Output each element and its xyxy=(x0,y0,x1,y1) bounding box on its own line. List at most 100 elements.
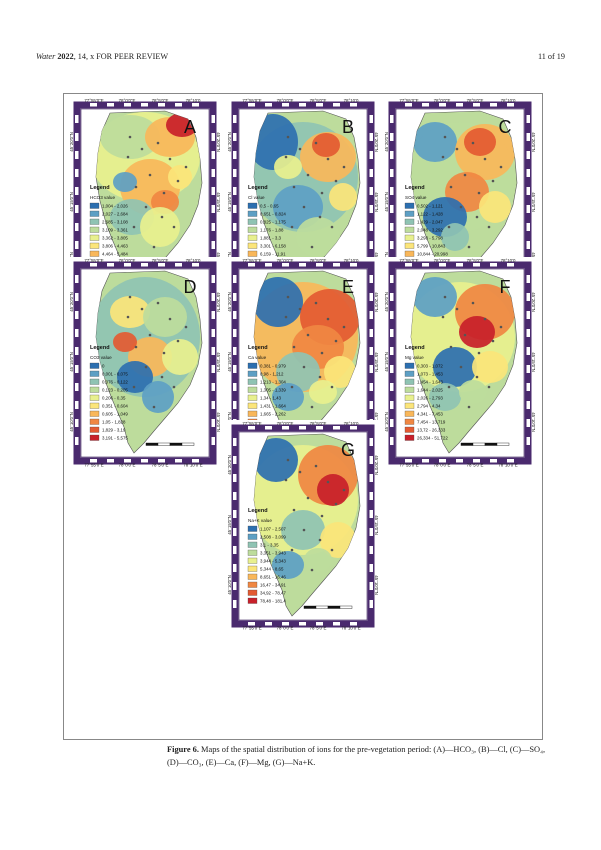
sampling-point xyxy=(290,548,294,552)
interpolation-zone xyxy=(143,297,187,337)
legend-class-label: 0,98 - 1,212 xyxy=(260,372,284,377)
legend-swatch xyxy=(404,250,415,257)
sampling-point xyxy=(284,478,288,482)
border-dash xyxy=(405,263,412,267)
border-dash xyxy=(369,151,373,159)
legend-swatch xyxy=(247,370,258,377)
legend-swatch xyxy=(247,541,258,548)
border-dash xyxy=(233,401,237,409)
left-tick-label: 45°20'0"N xyxy=(70,292,74,312)
sampling-point xyxy=(447,385,451,389)
interpolation-zone xyxy=(168,165,192,189)
border-dash xyxy=(369,564,373,572)
border-dash xyxy=(124,103,131,107)
border-dash xyxy=(192,459,199,463)
sampling-point xyxy=(483,317,487,321)
border-dash xyxy=(211,187,215,195)
legend-class-label: 6,159 - 11,91 xyxy=(260,252,286,257)
border-dash xyxy=(211,365,215,373)
legend-value-label: Ca value xyxy=(248,355,267,360)
border-dash xyxy=(456,263,463,267)
top-tick-label: 78°5'0"E xyxy=(152,98,169,103)
left-tick-label: 45°15'0"N xyxy=(228,515,232,535)
border-dash xyxy=(390,293,394,301)
left-tick-label: 45°15'0"N xyxy=(70,192,74,212)
top-tick-label: 78°10'0 xyxy=(501,98,516,103)
legend-swatch xyxy=(89,250,100,257)
legend-class-label: 1,073 - 1,453 xyxy=(417,372,443,377)
border-dash xyxy=(233,347,237,355)
legend-swatch xyxy=(89,226,100,233)
legend: Legend Cl value 0,5 - 0,65 0,651 - 0,824 0,8… xyxy=(247,185,291,281)
top-tick-label: 77°55'0"E xyxy=(84,258,103,263)
border-dash xyxy=(233,600,237,608)
right-tick-label: 45°20'0"N xyxy=(374,455,378,475)
scale-bar xyxy=(460,442,510,446)
sampling-point xyxy=(320,514,324,518)
legend-title: Legend xyxy=(90,185,110,191)
legend-swatch xyxy=(404,402,415,409)
interpolation-zone xyxy=(272,383,304,411)
border-dash xyxy=(526,347,530,355)
sampling-point xyxy=(176,339,180,343)
interpolation-zone xyxy=(276,352,320,392)
border-dash xyxy=(390,169,394,177)
interpolation-zone xyxy=(296,217,340,257)
legend: Legend Na+K value 1,107 - 2,507 2,508 - 3,0… xyxy=(247,508,286,604)
bottom-tick-label: 78°0'0"E xyxy=(119,463,136,468)
legend-swatch xyxy=(404,418,415,425)
right-tick-label: 45°20'0"N xyxy=(374,132,378,152)
border-dash xyxy=(390,419,394,427)
legend-swatch xyxy=(404,426,415,433)
sampling-point xyxy=(168,317,172,321)
sampling-point xyxy=(491,179,495,183)
border-dash xyxy=(333,426,340,430)
border-dash xyxy=(233,241,237,249)
border-dash xyxy=(369,546,373,554)
interpolation-zone xyxy=(304,548,332,572)
legend-class-label: 3,362 - 3,805 xyxy=(102,236,128,241)
sampling-point xyxy=(463,333,467,337)
sampling-point xyxy=(284,315,288,319)
legend-swatch xyxy=(89,210,100,217)
panel-letter: F xyxy=(500,277,511,297)
border-dash xyxy=(192,103,199,107)
right-tick-label: 45°20'0"N xyxy=(374,292,378,312)
interpolation-zone xyxy=(113,332,137,352)
legend-swatch xyxy=(404,210,415,217)
sampling-point xyxy=(334,179,338,183)
interpolation-zone xyxy=(309,380,337,404)
sampling-point xyxy=(298,307,302,311)
border-dash xyxy=(233,564,237,572)
border-dash xyxy=(405,103,412,107)
border-dash xyxy=(369,456,373,464)
border-dash xyxy=(107,459,114,463)
border-dash xyxy=(282,426,289,430)
border-dash xyxy=(75,347,79,355)
sampling-point xyxy=(342,165,346,169)
border-dash xyxy=(192,263,199,267)
left-tick-label: 45°20'0"N xyxy=(385,292,389,312)
border-dash xyxy=(369,115,373,123)
sampling-point xyxy=(302,365,306,369)
sampling-point xyxy=(334,502,338,506)
legend-class-label: 13,72 - 26,333 xyxy=(417,428,446,433)
top-tick-label: 78°10'0 xyxy=(501,258,516,263)
right-tick-label: 45°15'0"N xyxy=(531,192,535,212)
border-dash xyxy=(316,622,323,626)
border-dash xyxy=(233,365,237,373)
border-dash xyxy=(158,459,165,463)
border-dash xyxy=(390,241,394,249)
border-dash xyxy=(439,263,446,267)
top-tick-label: 78°5'0"E xyxy=(467,98,484,103)
sampling-point xyxy=(499,325,503,329)
sampling-point xyxy=(443,135,447,139)
sampling-point xyxy=(292,185,296,189)
border-dash xyxy=(526,133,530,141)
legend-class-label: 5,344 - 8,65 xyxy=(260,567,284,572)
legend-swatch xyxy=(247,210,258,217)
left-tick-label: 45°20'0"N xyxy=(228,455,232,475)
border-dash xyxy=(90,459,97,463)
legend-class-label: 2,026 - 2,793 xyxy=(417,396,443,401)
bottom-tick-label: 78°0'0"E xyxy=(434,463,451,468)
